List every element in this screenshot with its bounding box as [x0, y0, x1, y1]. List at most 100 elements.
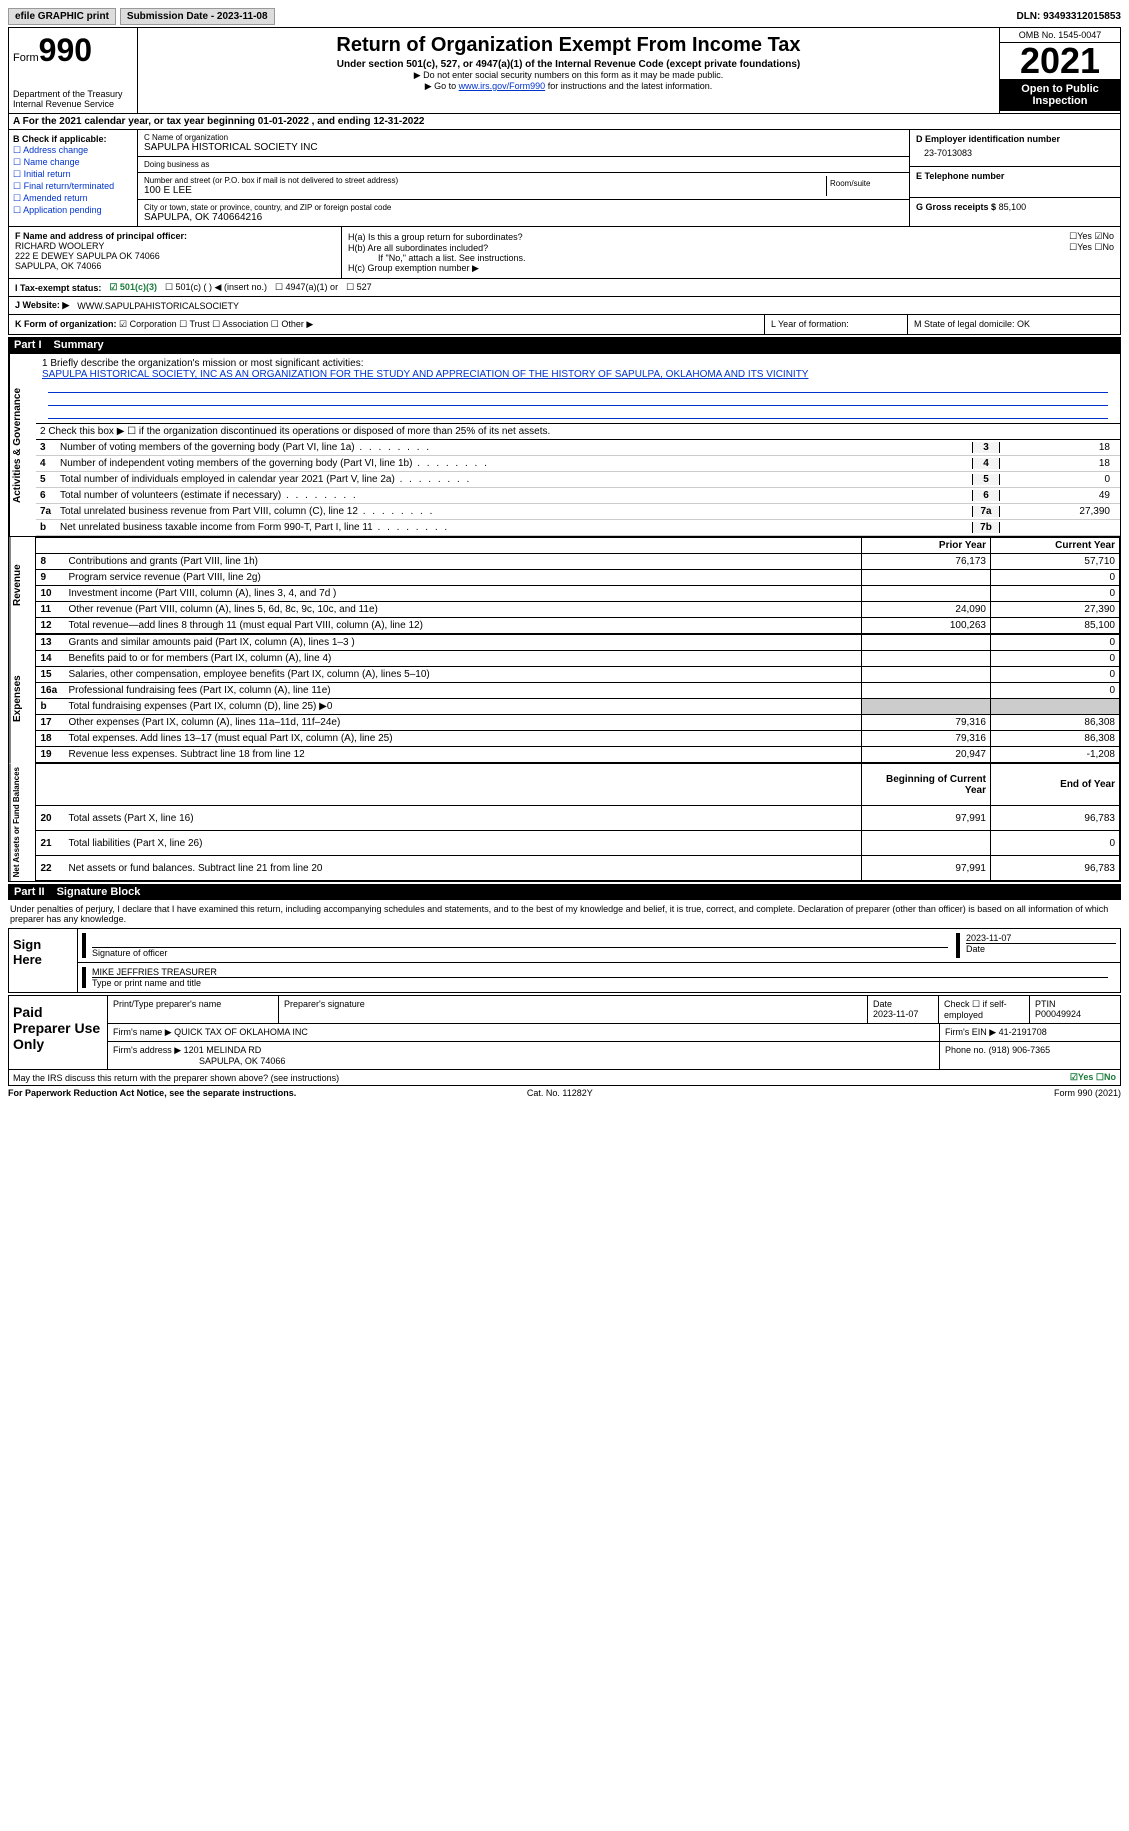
room-suite-label: Room/suite: [827, 176, 903, 196]
officer-name-label: Type or print name and title: [92, 977, 1108, 988]
fin-line-9: 9Program service revenue (Part VIII, lin…: [36, 570, 1120, 586]
form-org-label: K Form of organization:: [15, 319, 117, 329]
dept-treasury: Department of the Treasury: [13, 89, 133, 99]
firm-name: QUICK TAX OF OKLAHOMA INC: [174, 1027, 308, 1037]
cat-no: Cat. No. 11282Y: [527, 1088, 593, 1098]
check-initial-return[interactable]: ☐ Initial return: [13, 169, 133, 180]
part-1-title: Summary: [54, 339, 104, 351]
firm-phone-label: Phone no.: [945, 1045, 986, 1055]
part-1-tab: Part I: [14, 339, 42, 351]
summary-line-4: 4Number of independent voting members of…: [36, 456, 1120, 472]
opt-4947[interactable]: ☐ 4947(a)(1) or: [275, 282, 338, 293]
mission-blank-2: [48, 393, 1108, 406]
fin-line-8: 8Contributions and grants (Part VIII, li…: [36, 554, 1120, 570]
part-1-header: Part I Summary: [8, 337, 1121, 353]
part-2-header: Part II Signature Block: [8, 884, 1121, 900]
discuss-text: May the IRS discuss this return with the…: [13, 1073, 339, 1083]
side-label-revenue: Revenue: [9, 537, 35, 634]
tel-label: E Telephone number: [916, 171, 1114, 181]
prep-self-employed[interactable]: Check ☐ if self-employed: [939, 996, 1030, 1023]
officer-label: F Name and address of principal officer:: [15, 231, 335, 241]
firm-addr-label: Firm's address ▶: [113, 1045, 181, 1055]
form-org-opts[interactable]: ☑ Corporation ☐ Trust ☐ Association ☐ Ot…: [119, 319, 313, 329]
hb-note: If "No," attach a list. See instructions…: [348, 253, 1114, 263]
fin-line-15: 15Salaries, other compensation, employee…: [36, 667, 1120, 683]
open-to-public: Open to Public Inspection: [1000, 79, 1120, 111]
sig-date-label: Date: [966, 943, 1116, 954]
prep-name-label: Print/Type preparer's name: [108, 996, 279, 1023]
side-label-netassets: Net Assets or Fund Balances: [9, 763, 35, 881]
section-expenses: Expenses 13Grants and similar amounts pa…: [8, 634, 1121, 763]
summary-line-5: 5Total number of individuals employed in…: [36, 472, 1120, 488]
firm-ein-label: Firm's EIN ▶: [945, 1027, 996, 1037]
ein-label: D Employer identification number: [916, 134, 1114, 144]
firm-addr2: SAPULPA, OK 74066: [113, 1056, 285, 1066]
sign-here-label: Sign Here: [9, 929, 78, 992]
part-2-tab: Part II: [14, 886, 45, 898]
website-value: WWW.SAPULPAHISTORICALSOCIETY: [77, 301, 239, 311]
check-application-pending[interactable]: ☐ Application pending: [13, 205, 133, 216]
fin-line-21: 21Total liabilities (Part X, line 26)0: [36, 831, 1120, 856]
city-value: SAPULPA, OK 740664216: [144, 212, 903, 223]
website-label: J Website: ▶: [15, 300, 69, 311]
prep-date-label: Date: [873, 999, 892, 1009]
gross-label: G Gross receipts $: [916, 202, 996, 212]
paperwork-notice: For Paperwork Reduction Act Notice, see …: [8, 1088, 296, 1098]
addr-value: 100 E LEE: [144, 185, 826, 196]
fin-line-10: 10Investment income (Part VIII, column (…: [36, 586, 1120, 602]
paid-preparer-label: Paid Preparer Use Only: [9, 996, 108, 1069]
check-amended-return[interactable]: ☐ Amended return: [13, 193, 133, 204]
gross-value: 85,100: [999, 202, 1027, 212]
irs-link[interactable]: www.irs.gov/Form990: [459, 81, 546, 91]
check-final-return[interactable]: ☐ Final return/terminated: [13, 181, 133, 192]
ptin-label: PTIN: [1035, 999, 1056, 1009]
form-header: Form990 Department of the Treasury Inter…: [8, 27, 1121, 114]
fin-line-17: 17Other expenses (Part IX, column (A), l…: [36, 715, 1120, 731]
org-name: SAPULPA HISTORICAL SOCIETY INC: [144, 142, 903, 153]
sign-here-block: Sign Here Signature of officer 2023-11-0…: [8, 928, 1121, 993]
discuss-answer[interactable]: ☑Yes ☐No: [1070, 1072, 1116, 1083]
column-b-checkboxes: B Check if applicable: ☐ Address change …: [9, 130, 138, 226]
section-net-assets: Net Assets or Fund Balances Beginning of…: [8, 763, 1121, 882]
hb-answer[interactable]: ☐Yes ☐No: [1069, 242, 1114, 253]
opt-501c[interactable]: ☐ 501(c) ( ) ◀ (insert no.): [165, 282, 267, 293]
row-j-website: J Website: ▶ WWW.SAPULPAHISTORICALSOCIET…: [8, 297, 1121, 315]
fin-line-14: 14Benefits paid to or for members (Part …: [36, 651, 1120, 667]
opt-527[interactable]: ☐ 527: [346, 282, 372, 293]
officer-addr2: SAPULPA, OK 74066: [15, 261, 335, 271]
fin-line-13: 13Grants and similar amounts paid (Part …: [36, 635, 1120, 651]
officer-addr1: 222 E DEWEY SAPULPA OK 74066: [15, 251, 335, 261]
section-revenue: Revenue Prior YearCurrent Year8Contribut…: [8, 537, 1121, 634]
side-label-expenses: Expenses: [9, 634, 35, 763]
opt-501c3[interactable]: ☑ 501(c)(3): [109, 282, 157, 293]
tax-status-label: I Tax-exempt status:: [15, 283, 101, 293]
form-footer: Form 990 (2021): [1054, 1088, 1121, 1098]
sig-date-value: 2023-11-07: [966, 933, 1116, 943]
dba-label: Doing business as: [144, 160, 903, 169]
ha-answer[interactable]: ☐Yes ☑No: [1069, 231, 1114, 242]
line-2: 2 Check this box ▶ ☐ if the organization…: [40, 426, 1116, 437]
prep-date: 2023-11-07: [873, 1009, 918, 1019]
efile-print-button[interactable]: efile GRAPHIC print: [8, 8, 116, 25]
fin-line-11: 11Other revenue (Part VIII, column (A), …: [36, 602, 1120, 618]
check-name-change[interactable]: ☐ Name change: [13, 157, 133, 168]
mission-label: 1 Briefly describe the organization's mi…: [42, 358, 364, 369]
hb-label: H(b) Are all subordinates included?: [348, 243, 488, 253]
ptin-value: P00049924: [1035, 1009, 1081, 1019]
fin-line-16a: 16aProfessional fundraising fees (Part I…: [36, 683, 1120, 699]
prep-sig-label: Preparer's signature: [279, 996, 868, 1023]
fin-line-18: 18Total expenses. Add lines 13–17 (must …: [36, 731, 1120, 747]
year-formation: L Year of formation:: [765, 315, 908, 334]
discuss-row: May the IRS discuss this return with the…: [8, 1070, 1121, 1086]
side-label-governance: Activities & Governance: [9, 354, 36, 536]
firm-addr1: 1201 MELINDA RD: [184, 1045, 262, 1055]
ein-value: 23-7013083: [916, 144, 1114, 162]
sig-officer-label: Signature of officer: [92, 947, 948, 958]
perjury-statement: Under penalties of perjury, I declare th…: [8, 900, 1121, 928]
row-i-tax-status: I Tax-exempt status: ☑ 501(c)(3) ☐ 501(c…: [8, 279, 1121, 297]
summary-line-6: 6Total number of volunteers (estimate if…: [36, 488, 1120, 504]
check-address-change[interactable]: ☐ Address change: [13, 145, 133, 156]
firm-name-label: Firm's name ▶: [113, 1027, 172, 1037]
submission-date: Submission Date - 2023-11-08: [120, 8, 275, 25]
fin-line-22: 22Net assets or fund balances. Subtract …: [36, 856, 1120, 881]
